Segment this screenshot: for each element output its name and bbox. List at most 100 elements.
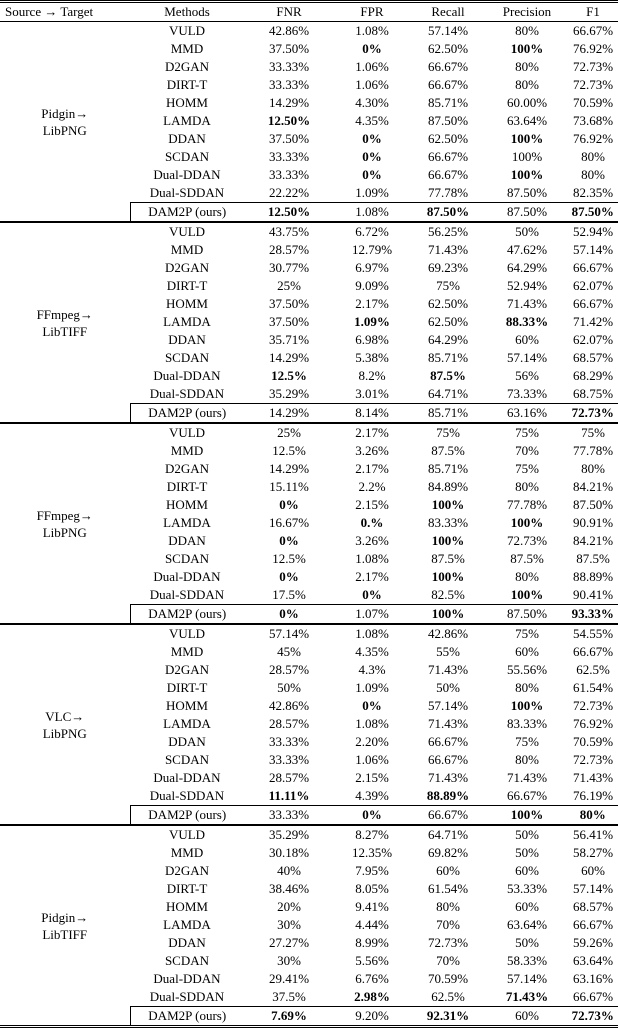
metric-value: 37.5% xyxy=(272,989,306,1004)
method-row: LAMDA 12.50% 4.35% 87.50% 63.64% 73.68% xyxy=(0,112,618,130)
method-name: HOMM xyxy=(166,497,208,512)
metric-value: 12.79% xyxy=(351,242,393,257)
method-name: D2GAN xyxy=(164,260,210,275)
metric-value: 100% xyxy=(510,167,544,182)
metric-value: 33.33% xyxy=(268,77,310,92)
method-name: HOMM xyxy=(166,899,208,914)
method-name: LAMDA xyxy=(163,113,211,128)
method-name: VULD xyxy=(168,626,206,641)
method-name: Dual-SDDAN xyxy=(149,185,225,200)
metric-value: 87.50% xyxy=(486,202,568,223)
method-name: DIRT-T xyxy=(166,77,208,92)
method-name: D2GAN xyxy=(164,662,210,677)
metric-value: 62.5% xyxy=(576,662,610,677)
metric-value: 2.98% xyxy=(354,989,390,1004)
metric-value: 87.50% xyxy=(506,185,548,200)
metric-value: 55.56% xyxy=(506,662,548,677)
metric-value: 25% xyxy=(277,425,301,440)
metric-value: 87.5% xyxy=(431,551,465,566)
metric-value: 88.33% xyxy=(505,314,549,329)
source-label: Pidgin→ xyxy=(41,105,89,121)
metric-value: 70.59% xyxy=(572,734,614,749)
method-row: Dual-DDAN 33.33% 0% 66.67% 100% 80% xyxy=(0,166,618,184)
metric-value: 84.21% xyxy=(572,533,614,548)
method-name: HOMM xyxy=(166,95,208,110)
metric-value: 57.14% xyxy=(506,350,548,365)
metric-value: 64.71% xyxy=(427,827,469,842)
metric-value: 30% xyxy=(277,953,301,968)
metric-value: 35.29% xyxy=(268,827,310,842)
metric-value: 53.33% xyxy=(506,881,548,896)
method-name: SCDAN xyxy=(164,551,210,566)
metric-value: 87.50% xyxy=(410,202,486,223)
method-name: VULD xyxy=(168,425,206,440)
metric-value: 61.54% xyxy=(427,881,469,896)
column-header-methods: Methods xyxy=(130,0,244,22)
column-header-source-target: Source → Target xyxy=(0,0,130,22)
method-row: DIRT-T 33.33% 1.06% 66.67% 80% 72.73% xyxy=(0,76,618,94)
method-name: DIRT-T xyxy=(166,479,208,494)
metric-value: 100% xyxy=(431,569,465,584)
metric-value: 66.67% xyxy=(427,734,469,749)
method-row: SCDAN 33.33% 1.06% 66.67% 80% 72.73% xyxy=(0,751,618,769)
metric-value: 0% xyxy=(362,149,382,164)
metric-value: 28.57% xyxy=(268,770,310,785)
method-row: LAMDA 28.57% 1.08% 71.43% 83.33% 76.92% xyxy=(0,715,618,733)
results-group: VLC→ LibPNG VULD 57.14% 1.08% 42.86% 75% 54.55%… xyxy=(0,624,618,826)
method-row: DDAN 33.33% 2.20% 66.67% 75% 70.59% xyxy=(0,733,618,751)
metric-value: 4.44% xyxy=(355,917,389,932)
metric-value: 84.21% xyxy=(572,479,614,494)
metric-value: 73.68% xyxy=(572,113,614,128)
metric-value: 72.73% xyxy=(427,935,469,950)
metric-value: 68.29% xyxy=(572,368,614,383)
metric-value: 60% xyxy=(436,863,460,878)
metric-value: 9.41% xyxy=(355,899,389,914)
metric-value: 12.50% xyxy=(267,113,311,128)
metric-value: 22.22% xyxy=(268,185,310,200)
metric-value: 66.67% xyxy=(572,989,614,1004)
metric-value: 37.50% xyxy=(268,296,310,311)
method-row: LAMDA 30% 4.44% 70% 63.64% 66.67% xyxy=(0,916,618,934)
metric-value: 57.14% xyxy=(572,242,614,257)
metric-value: 66.67% xyxy=(427,752,469,767)
metric-value: 37.50% xyxy=(268,314,310,329)
ours-row: DAM2P (ours) 0% 1.07% 100% 87.50% 93.33% xyxy=(0,604,618,625)
metric-value: 40% xyxy=(277,863,301,878)
metric-value: 62.50% xyxy=(427,131,469,146)
metric-value: 0% xyxy=(362,167,382,182)
metric-value: 85.71% xyxy=(427,350,469,365)
metric-value: 1.08% xyxy=(355,23,389,38)
metric-value: 64.29% xyxy=(506,260,548,275)
metric-value: 1.08% xyxy=(355,716,389,731)
metric-value: 66.67% xyxy=(410,805,486,826)
metric-value: 61.54% xyxy=(572,680,614,695)
metric-value: 6.97% xyxy=(355,260,389,275)
metric-value: 11.11% xyxy=(268,788,310,803)
method-name: LAMDA xyxy=(163,917,211,932)
target-label: LibPNG xyxy=(42,524,87,540)
metric-value: 60.00% xyxy=(506,95,548,110)
metric-value: 7.95% xyxy=(355,863,389,878)
metric-value: 7.69% xyxy=(244,1006,334,1028)
metric-value: 2.2% xyxy=(358,479,386,494)
metric-value: 62.50% xyxy=(427,314,469,329)
metric-value: 50% xyxy=(277,680,301,695)
metric-value: 100% xyxy=(510,131,544,146)
metric-value: 25% xyxy=(277,278,301,293)
metric-value: 80% xyxy=(568,805,618,826)
metric-value: 71.43% xyxy=(427,662,469,677)
metric-value: 12.5% xyxy=(272,551,306,566)
metric-value: 6.76% xyxy=(355,971,389,986)
method-name: HOMM xyxy=(166,296,208,311)
metric-value: 100% xyxy=(431,533,465,548)
method-row: DIRT-T 38.46% 8.05% 61.54% 53.33% 57.14% xyxy=(0,880,618,898)
metric-value: 76.92% xyxy=(572,131,614,146)
metric-value: 3.01% xyxy=(355,386,389,401)
method-row: D2GAN 14.29% 2.17% 85.71% 75% 80% xyxy=(0,460,618,478)
source-target-cell: FFmpeg→ LibPNG xyxy=(0,423,130,625)
metric-value: 1.08% xyxy=(355,551,389,566)
metric-value: 72.73% xyxy=(568,1006,618,1028)
metric-value: 82.5% xyxy=(431,587,465,602)
metric-value: 56.41% xyxy=(572,827,614,842)
metric-value: 35.29% xyxy=(268,386,310,401)
